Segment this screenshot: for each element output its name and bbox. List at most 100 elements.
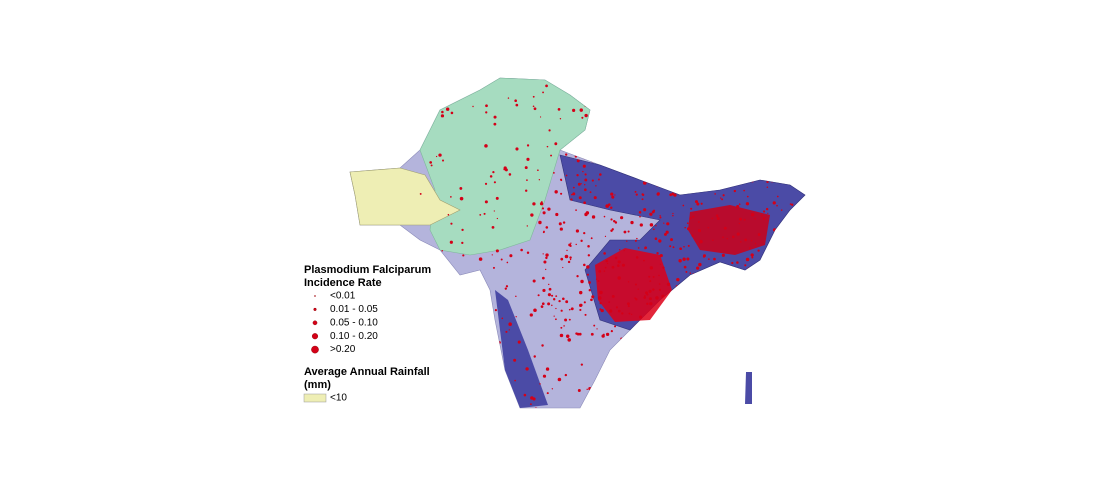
incidence-dot: [736, 261, 739, 264]
incidence-dot: [545, 226, 549, 229]
incidence-dot: [777, 112, 779, 115]
incidence-dot: [700, 284, 703, 287]
incidence-dot: [494, 309, 498, 312]
incidence-dot: [668, 344, 671, 347]
incidence-dot: [695, 161, 698, 164]
incidence-dot: [540, 305, 544, 308]
incidence-dot: [760, 363, 764, 366]
incidence-dot: [610, 218, 613, 221]
incidence-dot: [721, 154, 725, 158]
incidence-dot: [798, 335, 800, 338]
incidence-dot: [461, 241, 464, 245]
incidence-dot: [687, 298, 690, 301]
incidence-dot: [571, 143, 574, 146]
incidence-dot: [524, 166, 528, 170]
incidence-dot: [671, 135, 675, 138]
incidence-dot: [567, 260, 571, 264]
incidence-dot: [634, 239, 637, 242]
incidence-dot: [595, 278, 598, 280]
incidence-dot: [731, 261, 734, 265]
incidence-dot: [707, 226, 710, 229]
incidence-dot: [419, 382, 421, 385]
incidence-dot: [739, 241, 742, 243]
incidence-dot: [450, 222, 453, 225]
incidence-dot: [483, 307, 486, 311]
incidence-dot: [555, 318, 557, 321]
incidence-dot: [634, 190, 637, 193]
incidence-dot: [586, 265, 590, 269]
incidence-dot: [491, 254, 493, 256]
incidence-dot: [580, 279, 584, 284]
incidence-dot: [684, 394, 688, 398]
incidence-dot: [426, 117, 429, 120]
incidence-dot: [585, 89, 589, 93]
incidence-dot: [610, 206, 613, 209]
incidence-dot: [731, 235, 735, 239]
incidence-dot: [580, 363, 583, 366]
incidence-dot: [785, 220, 788, 223]
incidence-dot: [666, 322, 670, 326]
incidence-dot: [654, 315, 658, 318]
incidence-dot: [501, 394, 504, 397]
incidence-dot: [579, 108, 583, 112]
incidence-dot: [634, 174, 637, 176]
incidence-dot: [610, 329, 613, 333]
incidence-dot: [726, 237, 728, 240]
incidence-dot: [685, 302, 689, 306]
incidence-dot: [713, 325, 716, 328]
incidence-dot: [756, 138, 759, 140]
incidence-dot: [746, 106, 750, 110]
incidence-dot: [649, 280, 652, 283]
incidence-dot: [772, 361, 776, 365]
incidence-dot: [560, 257, 564, 261]
incidence-dot: [576, 275, 579, 278]
incidence-dot: [462, 254, 465, 257]
incidence-dot: [767, 212, 769, 214]
incidence-dot: [485, 111, 488, 114]
incidence-dot: [757, 233, 761, 236]
incidence-dot: [794, 332, 798, 336]
legend: Plasmodium Falciparum Incidence Rate <0.…: [303, 264, 431, 404]
incidence-dot: [537, 294, 540, 297]
incidence-dot: [593, 196, 597, 200]
incidence-dot: [523, 393, 527, 397]
incidence-dot: [658, 274, 660, 277]
incidence-dot: [436, 92, 440, 95]
incidence-dot: [752, 83, 755, 87]
incidence-dot: [564, 373, 568, 377]
incidence-dot: [593, 132, 596, 134]
incidence-dot: [695, 116, 697, 119]
incidence-dot: [638, 315, 643, 319]
incidence-dot: [666, 123, 669, 126]
incidence-dot: [754, 242, 757, 245]
incidence-dot: [738, 351, 741, 355]
incidence-dot: [419, 296, 421, 298]
incidence-dot: [614, 221, 618, 224]
incidence-dot: [443, 361, 446, 364]
incidence-dot: [767, 106, 771, 110]
incidence-dot: [490, 354, 494, 359]
incidence-dot: [648, 297, 652, 301]
incidence-dot: [656, 252, 659, 255]
incidence-dot: [560, 326, 563, 329]
incidence-dot: [756, 304, 760, 308]
incidence-dot: [723, 226, 727, 230]
incidence-dot: [759, 326, 764, 330]
incidence-dot: [501, 317, 504, 320]
incidence-dot: [614, 256, 618, 260]
incidence-dot: [580, 151, 584, 155]
incidence-dot: [672, 306, 677, 311]
incidence-dot: [606, 110, 610, 113]
legend-label: <0.01: [330, 291, 356, 302]
incidence-dot: [767, 381, 771, 385]
incidence-dot: [595, 185, 597, 187]
incidence-dot: [762, 217, 766, 220]
incidence-dot: [684, 226, 686, 229]
incidence-dot: [564, 318, 568, 322]
incidence-dot: [541, 207, 545, 210]
incidence-dot: [700, 313, 704, 316]
incidence-dot: [577, 182, 581, 186]
incidence-dot: [729, 287, 731, 289]
incidence-dot: [583, 201, 586, 205]
incidence-dot: [436, 281, 439, 284]
